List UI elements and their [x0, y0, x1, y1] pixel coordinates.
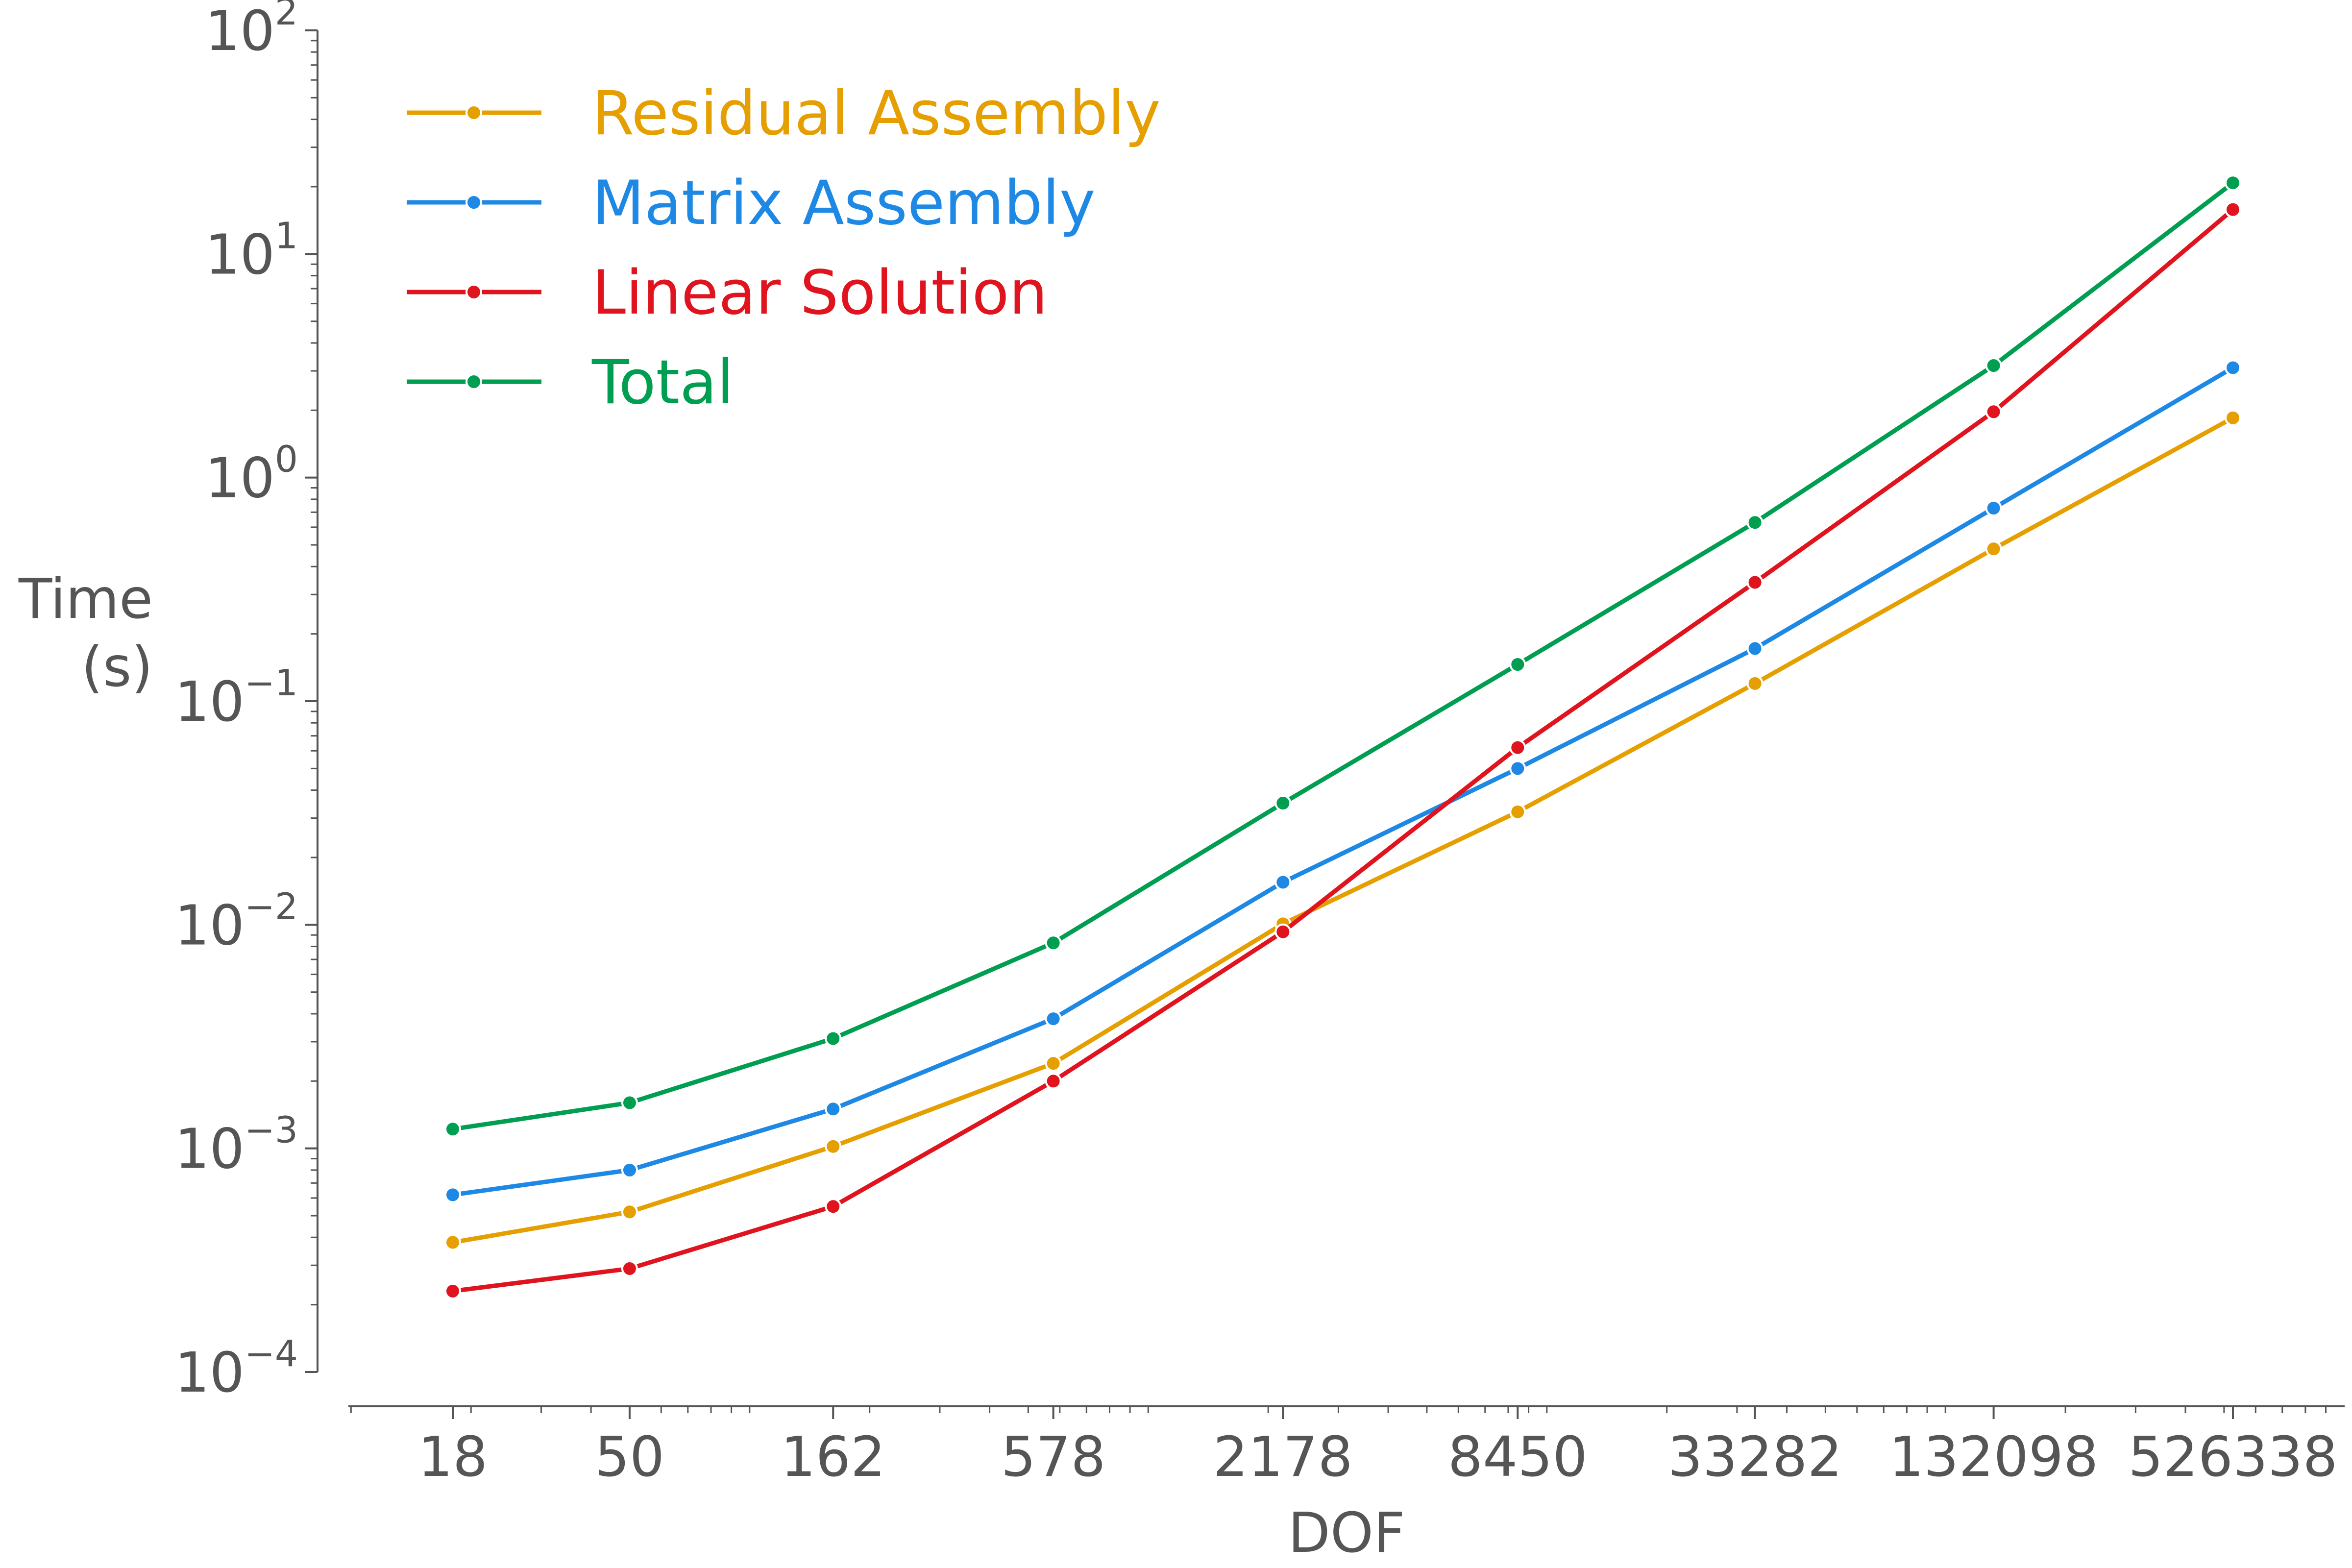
data-point-linear-solution	[1985, 403, 2002, 420]
y-tick-label: 100	[205, 439, 298, 511]
y-axis-title-line-1: Time	[18, 567, 153, 631]
data-point-residual-assembly	[621, 1203, 638, 1221]
legend-marker-total	[466, 373, 482, 390]
x-tick-label: 526338	[2128, 1425, 2338, 1489]
data-point-total	[621, 1094, 638, 1111]
data-point-total	[1746, 514, 1764, 531]
x-tick-label: 578	[1001, 1425, 1106, 1489]
y-tick-label: 102	[205, 0, 298, 63]
y-axis: 10−4 10−3 10−2 10−1 100 101 102	[174, 0, 318, 1405]
data-point-residual-assembly	[1746, 675, 1764, 692]
legend-label-residual-assembly: Residual Assembly	[592, 78, 1161, 149]
data-point-total	[1985, 357, 2002, 374]
data-point-residual-assembly	[2225, 409, 2241, 426]
data-point-matrix-assembly	[825, 1101, 842, 1118]
data-point-total	[825, 1030, 842, 1047]
legend-label-linear-solution: Linear Solution	[592, 258, 1048, 328]
x-tick-label: 2178	[1213, 1425, 1353, 1489]
y-tick-label: 10−2	[174, 885, 298, 957]
y-tick-label: 10−3	[174, 1109, 298, 1181]
data-point-linear-solution	[1509, 739, 1526, 756]
x-tick-label: 33282	[1667, 1425, 1842, 1489]
y-tick-label: 101	[205, 215, 298, 287]
legend-marker-matrix-assembly	[466, 194, 482, 211]
data-point-linear-solution	[1045, 1073, 1062, 1090]
data-point-matrix-assembly	[621, 1161, 638, 1178]
data-point-matrix-assembly	[1985, 500, 2002, 517]
x-tick-label: 162	[781, 1425, 885, 1489]
data-point-residual-assembly	[825, 1138, 842, 1155]
legend-marker-linear-solution	[466, 284, 482, 300]
data-point-matrix-assembly	[444, 1186, 461, 1203]
y-tick-label: 10−1	[174, 662, 298, 734]
y-tick-label: 10−4	[174, 1333, 298, 1405]
data-point-linear-solution	[1274, 923, 1292, 940]
legend-marker-residual-assembly	[466, 104, 482, 121]
data-point-linear-solution	[444, 1282, 461, 1299]
data-point-total	[1509, 656, 1526, 673]
data-point-total	[1045, 934, 1062, 952]
series-line-matrix-assembly	[452, 366, 2234, 1197]
x-tick-label: 50	[595, 1425, 665, 1489]
data-point-linear-solution	[2225, 201, 2241, 218]
legend-label-matrix-assembly: Matrix Assembly	[592, 168, 1095, 239]
series-layer	[444, 174, 2241, 1299]
data-point-total	[2225, 174, 2241, 192]
data-point-matrix-assembly	[2225, 359, 2241, 376]
data-point-residual-assembly	[1985, 540, 2002, 558]
legend: Residual Assembly Matrix Assembly Linear S…	[407, 78, 1161, 418]
data-point-matrix-assembly	[1746, 640, 1764, 657]
x-tick-label: 8450	[1448, 1425, 1588, 1489]
data-point-matrix-assembly	[1045, 1010, 1062, 1028]
data-point-residual-assembly	[444, 1234, 461, 1251]
series-line-residual-assembly	[452, 416, 2234, 1245]
x-tick-label: 18	[418, 1425, 488, 1489]
data-point-linear-solution	[621, 1260, 638, 1277]
data-point-linear-solution	[825, 1198, 842, 1215]
data-point-matrix-assembly	[1274, 874, 1292, 891]
x-axis: 18 50 162 578 2178 8450 33282 132098 526338	[348, 1405, 2345, 1489]
data-point-total	[444, 1121, 461, 1138]
x-tick-label: 132098	[1889, 1425, 2099, 1489]
data-point-total	[1274, 795, 1292, 812]
legend-label-total: Total	[591, 347, 734, 418]
data-point-matrix-assembly	[1509, 760, 1526, 777]
data-point-residual-assembly	[1509, 803, 1526, 820]
data-point-linear-solution	[1746, 574, 1764, 591]
data-point-residual-assembly	[1045, 1055, 1062, 1072]
x-axis-title: DOF	[1288, 1501, 1405, 1565]
y-axis-title-line-2: (s)	[81, 636, 153, 699]
